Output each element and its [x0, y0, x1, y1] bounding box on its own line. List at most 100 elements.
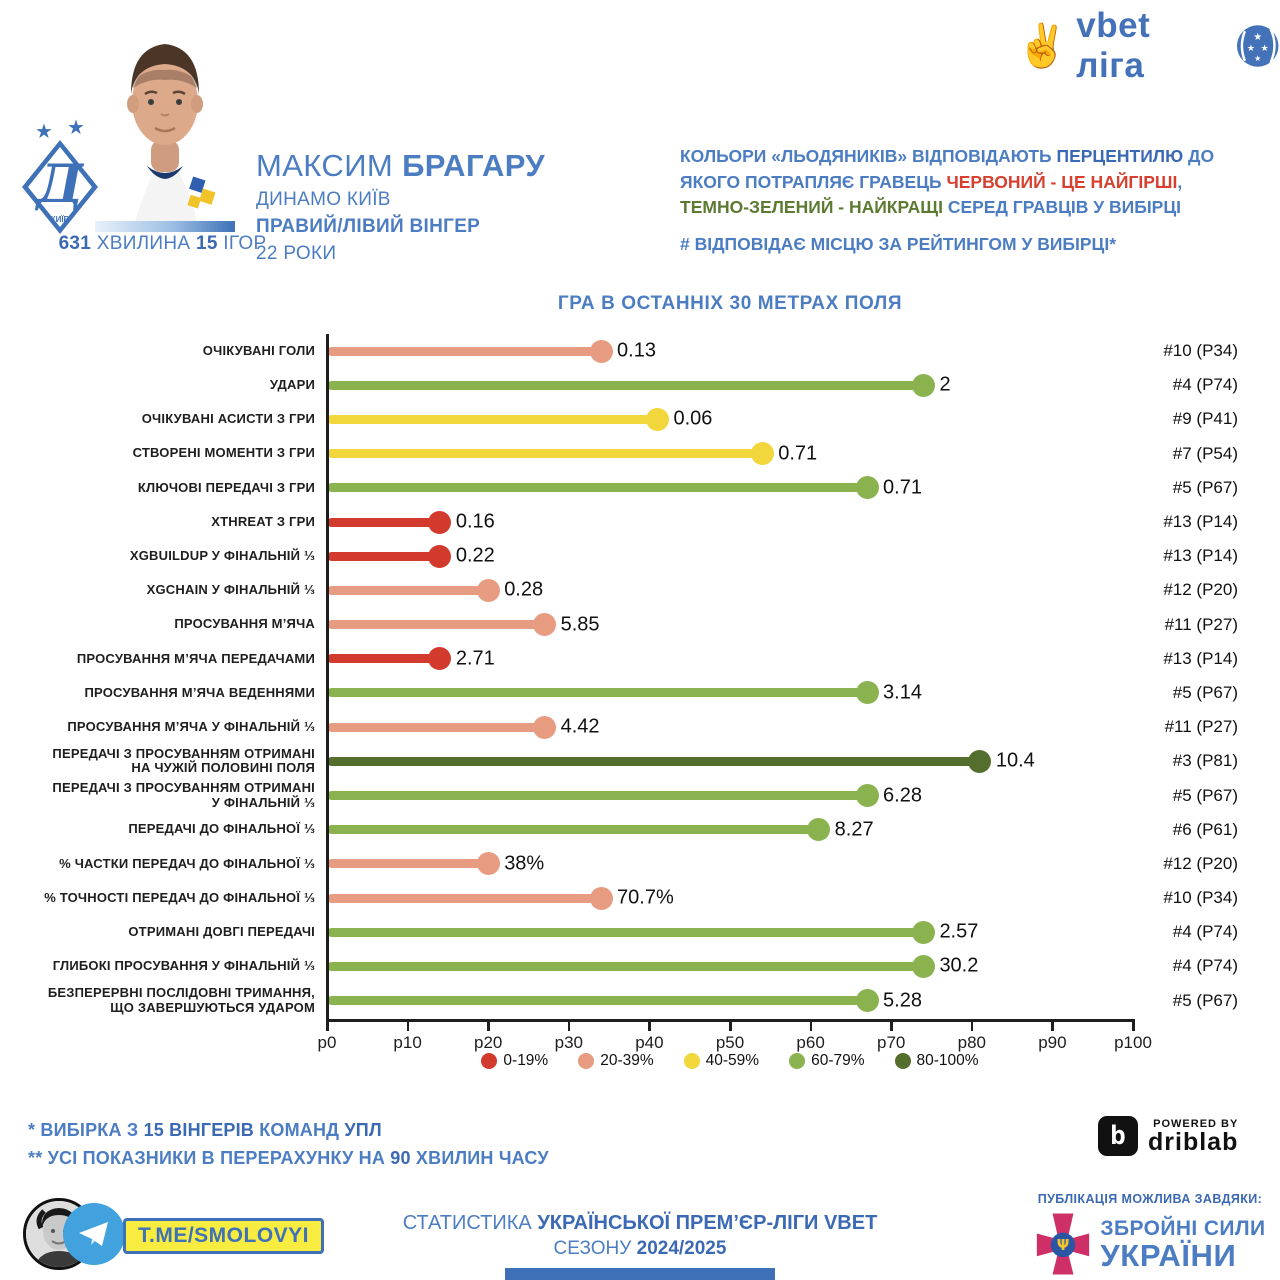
x-tick	[487, 1022, 490, 1031]
x-tick	[970, 1022, 974, 1031]
lollipop-plot: 2.57	[327, 915, 1133, 949]
player-name: МАКСИМ БРАГАРУ	[256, 148, 546, 183]
lollipop-bar	[327, 654, 440, 664]
lollipop-plot: 6.28	[327, 778, 1133, 812]
legend-dot-icon	[894, 1053, 911, 1069]
x-tick-label: p70	[877, 1033, 906, 1052]
telegram-link[interactable]: T.ME/SMOLOVYI	[123, 1218, 325, 1254]
x-tick-label: p40	[635, 1033, 664, 1052]
lollipop-dot	[533, 715, 557, 739]
value-label: 0.16	[455, 510, 495, 533]
rank-label: #5 (P67)	[1172, 990, 1238, 1010]
chart-row: ПЕРЕДАЧІ З ПРОСУВАННЯМ ОТРИМАНІ У ФІНАЛЬН…	[20, 778, 1260, 812]
x-tick	[1051, 1022, 1054, 1031]
legend-dot-icon	[789, 1053, 806, 1069]
lollipop-dot	[589, 886, 613, 910]
chart-row: ОТРИМАНІ ДОВГІ ПЕРЕДАЧІ 2.57 #4 (P74)	[20, 915, 1260, 949]
metric-label: ОЧІКУВАНІ АСИСТИ З ГРИ	[141, 411, 315, 427]
lollipop-plot: 10.4	[327, 744, 1133, 778]
value-label: 8.27	[834, 818, 874, 841]
lollipop-dot	[645, 407, 669, 431]
credit-line1: ЗБРОЙНІ СИЛИ	[1100, 1217, 1266, 1240]
lollipop-dot	[911, 920, 935, 944]
lollipop-plot: 0.71	[327, 437, 1133, 471]
value-label: 5.28	[883, 989, 922, 1012]
metric-label: ПЕРЕДАЧІ З ПРОСУВАННЯМ ОТРИМАНІ НА ЧУЖІЙ …	[52, 745, 315, 776]
lollipop-bar	[327, 517, 440, 527]
rank-label: #4 (P74)	[1172, 375, 1238, 395]
chart-row: КЛЮЧОВІ ПЕРЕДАЧІ З ГРИ 0.71 #5 (P67)	[20, 471, 1260, 505]
lollipop-bar	[327, 893, 602, 903]
x-tick-label: p80	[957, 1033, 986, 1052]
rank-label: #11 (P27)	[1164, 717, 1238, 737]
metric-label: XGBUILDUP У ФІНАЛЬНІЙ ⅓	[129, 547, 315, 563]
vbet-liga-wordmark: vbet ліга	[1076, 6, 1151, 85]
player-club: ДИНАМО КИЇВ	[256, 189, 391, 210]
legend-dot-icon	[578, 1053, 595, 1069]
lollipop-plot: 5.28	[327, 984, 1133, 1018]
x-tick-label: p100	[1114, 1033, 1152, 1052]
lollipop-dot	[533, 613, 557, 637]
games-value: 15	[195, 233, 218, 254]
lollipop-bar	[327, 414, 658, 424]
lollipop-dot	[855, 989, 879, 1013]
value-label: 0.28	[504, 578, 544, 601]
ball-icon: ★ ★ ★ ★	[1236, 25, 1279, 67]
x-tick-label: p10	[393, 1033, 422, 1052]
rank-label: #13 (P14)	[1163, 546, 1238, 566]
chart-row: СТВОРЕНІ МОМЕНТИ З ГРИ 0.71 #7 (P54)	[20, 437, 1260, 471]
lollipop-bar	[327, 620, 545, 630]
credit-block: ПУБЛІКАЦІЯ МОЖЛИВА ЗАВДЯКИ: Ψ ЗБРОЙНІ СИ…	[1030, 1192, 1270, 1278]
lollipop-dot	[476, 852, 500, 876]
chart-row: ОЧІКУВАНІ АСИСТИ З ГРИ 0.06 #9 (P41)	[20, 402, 1260, 436]
lollipop-dot	[750, 442, 774, 466]
footer-stats-line: СТАТИСТИКА УКРАЇНСЬКОЇ ПРЕМ’ЄР-ЛІГИ VBET…	[402, 1212, 878, 1259]
dynamo-kyiv-logo: ★ ★ Д КИЇВ	[22, 117, 98, 234]
legend-item: 0-19%	[481, 1052, 548, 1070]
rank-label: #9 (P41)	[1172, 409, 1238, 429]
metric-label: УДАРИ	[269, 377, 315, 393]
chart-title: ГРА В ОСТАННІХ 30 МЕТРАХ ПОЛЯ	[557, 293, 903, 314]
legend-label: 0-19%	[503, 1052, 549, 1069]
lollipop-dot	[855, 784, 879, 808]
metric-label: ОЧІКУВАНІ ГОЛИ	[202, 342, 315, 358]
lollipop-plot: 0.06	[327, 402, 1133, 436]
lollipop-plot: 2	[327, 368, 1133, 402]
metric-label: ПРОСУВАННЯ М’ЯЧА ВЕДЕННЯМИ	[84, 684, 315, 700]
legend-label: 40-59%	[705, 1052, 760, 1069]
x-axis: p0 p10 p20 p30 p40 p50 p60 p70 p80 p90 p100	[318, 1020, 1152, 1060]
lollipop-dot	[855, 476, 879, 500]
x-tick	[567, 1022, 571, 1031]
svg-text:★: ★	[1254, 54, 1261, 63]
lollipop-dot	[968, 749, 992, 773]
credit-line2: УКРАЇНИ	[1100, 1238, 1237, 1273]
lollipop-bar	[327, 688, 868, 698]
legend-item: 60-79%	[789, 1052, 865, 1070]
rank-label: #13 (P14)	[1163, 512, 1238, 532]
rank-label: #5 (P67)	[1172, 682, 1238, 702]
player-info: МАКСИМ БРАГАРУ ДИНАМО КИЇВ ПРАВИЙ/ЛІВИЙ …	[256, 148, 545, 265]
metric-label: XGCHAIN У ФІНАЛЬНІЙ ⅓	[146, 582, 315, 598]
rank-label: #6 (P61)	[1172, 819, 1238, 839]
telegram-icon[interactable]	[63, 1203, 125, 1265]
x-tick-label: p60	[796, 1033, 825, 1052]
driblab-wordmark: driblab	[1148, 1128, 1239, 1156]
legend-item: 80-100%	[894, 1052, 979, 1070]
rank-label: #5 (P67)	[1172, 477, 1238, 497]
lollipop-plot: 0.71	[327, 471, 1133, 505]
lollipop-plot: 8.27	[327, 813, 1133, 847]
footnote-sample: * ВИБІРКА З 15 ВІНГЕРІВ КОМАНД УПЛ	[28, 1120, 382, 1140]
x-tick	[406, 1022, 410, 1031]
value-label: 3.14	[883, 681, 922, 704]
lollipop-bar	[327, 380, 924, 390]
vbet-liga-logo: ✌ vbet ліга ★ ★ ★ ★	[1016, 6, 1280, 86]
rank-label: #4 (P74)	[1172, 956, 1238, 976]
x-tick-label: p0	[317, 1033, 337, 1052]
lollipop-bar	[327, 483, 868, 493]
powered-by-driblab: b POWERED BY driblab	[1098, 1116, 1238, 1156]
rank-label: #12 (P20)	[1163, 580, 1238, 600]
rank-label: #11 (P27)	[1164, 614, 1238, 634]
value-label: 2.71	[455, 647, 495, 670]
legend-item: 40-59%	[683, 1052, 760, 1070]
